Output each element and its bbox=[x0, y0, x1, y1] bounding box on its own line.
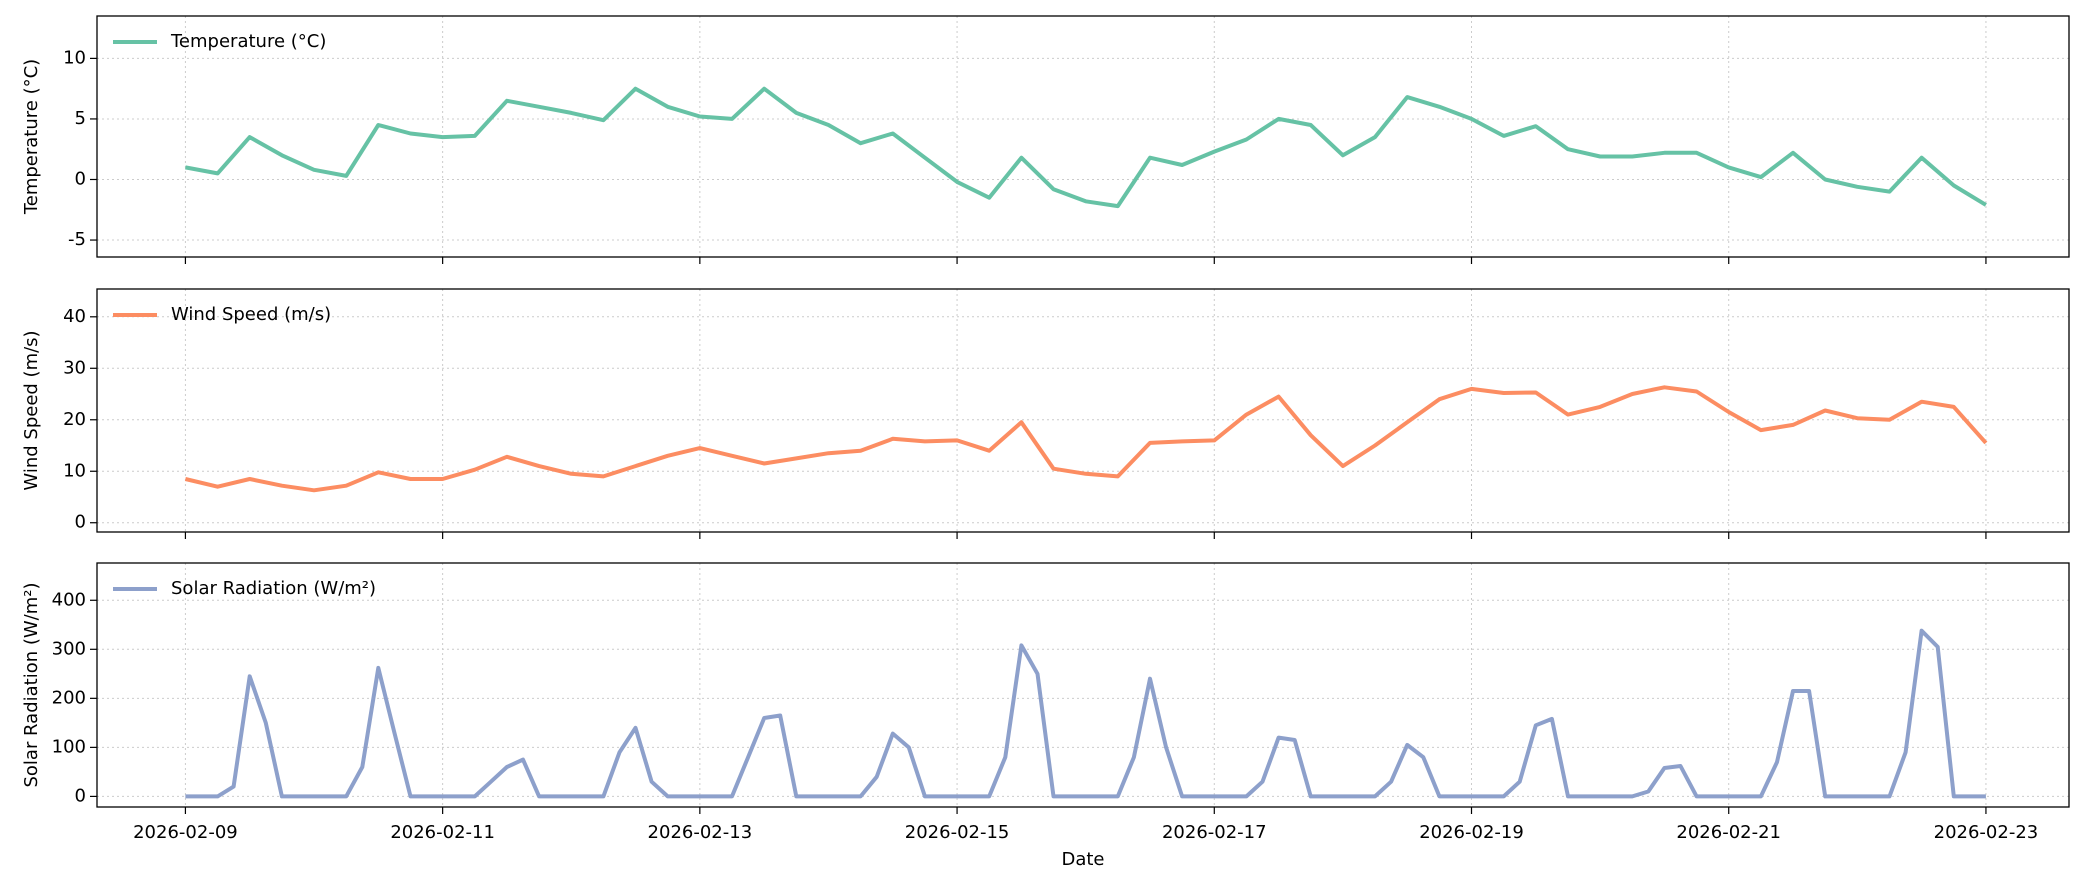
x-tick-label: 2026-02-11 bbox=[390, 822, 495, 843]
y-axis-label: Temperature (°C) bbox=[21, 59, 42, 215]
plot-frame bbox=[96, 562, 2070, 808]
y-tick-label: 300 bbox=[52, 638, 86, 659]
x-tick-label: 2026-02-09 bbox=[133, 822, 238, 843]
y-tick-label: 30 bbox=[63, 357, 86, 378]
legend-label: Solar Radiation (W/m²) bbox=[171, 578, 376, 599]
y-axis-label: Solar Radiation (W/m²) bbox=[21, 582, 42, 787]
data-line bbox=[185, 86, 1987, 209]
y-tick-label: 10 bbox=[63, 460, 86, 481]
plot-frame bbox=[96, 288, 2070, 533]
legend-label: Wind Speed (m/s) bbox=[171, 304, 331, 325]
x-tick-label: 2026-02-13 bbox=[648, 822, 753, 843]
y-tick-label: -5 bbox=[68, 229, 86, 250]
y-tick-label: 0 bbox=[75, 512, 86, 533]
y-tick-label: 0 bbox=[75, 168, 86, 189]
y-tick-label: 100 bbox=[52, 736, 86, 757]
legend-label: Temperature (°C) bbox=[170, 31, 326, 52]
x-axis-label: Date bbox=[1061, 849, 1104, 870]
x-tick-label: 2026-02-15 bbox=[905, 822, 1010, 843]
y-tick-label: 10 bbox=[63, 47, 86, 68]
plot-frame bbox=[96, 15, 2070, 258]
y-tick-label: 200 bbox=[52, 687, 86, 708]
x-tick-label: 2026-02-19 bbox=[1419, 822, 1524, 843]
y-tick-label: 5 bbox=[75, 108, 86, 129]
y-axis-label: Wind Speed (m/s) bbox=[21, 330, 42, 490]
y-tick-label: 20 bbox=[63, 409, 86, 430]
x-tick-label: 2026-02-23 bbox=[1934, 822, 2039, 843]
y-tick-label: 400 bbox=[52, 589, 86, 610]
y-tick-label: 40 bbox=[63, 306, 86, 327]
data-line bbox=[185, 628, 1986, 799]
x-tick-label: 2026-02-21 bbox=[1676, 822, 1781, 843]
y-tick-label: 0 bbox=[75, 785, 86, 806]
x-tick-label: 2026-02-17 bbox=[1162, 822, 1267, 843]
data-line bbox=[184, 385, 1988, 493]
